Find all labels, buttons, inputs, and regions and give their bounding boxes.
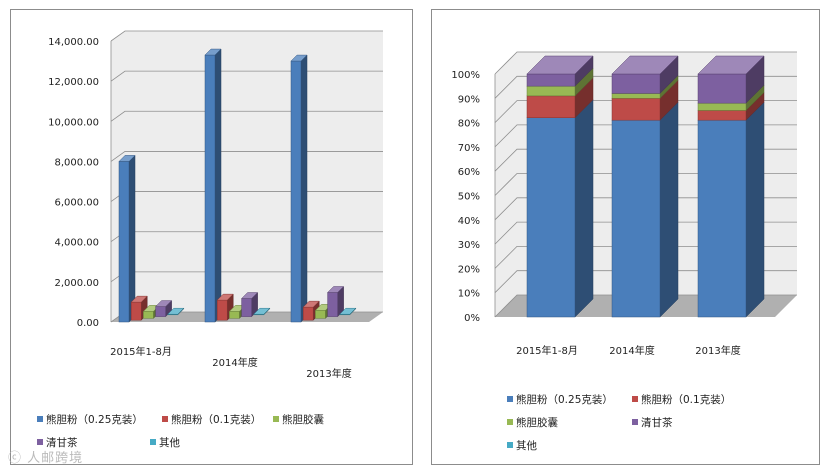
stacked-segment [697, 101, 765, 318]
y-tick-label: 70% [458, 143, 480, 154]
gridline [494, 51, 797, 75]
y-tick-label: 6,000.00 [54, 198, 99, 209]
y-tick-label: 90% [458, 94, 480, 105]
x-category-label: 2013年度 [306, 367, 351, 380]
stacked-segment [697, 55, 765, 104]
y-tick-label: 20% [458, 264, 480, 275]
y-tick-label: 60% [458, 167, 480, 178]
y-tick-label: 30% [458, 240, 480, 251]
bar [204, 48, 222, 323]
y-tick-label: 10% [458, 289, 480, 300]
legend-swatch [273, 416, 279, 422]
bar [253, 307, 271, 316]
legend-label: 熊胆粉（0.25克装） [516, 393, 613, 406]
y-tick-label: 4,000.00 [54, 238, 99, 249]
left-3d-bar-chart: 0.00 2,000.00 4,000.00 6,000.00 8,000.00 10,0… [37, 30, 383, 449]
legend-label: 熊胆粉（0.25克装） [46, 413, 143, 426]
legend-label: 清甘茶 [46, 436, 78, 449]
chart-back-wall [111, 31, 383, 322]
legend-label: 清甘茶 [641, 416, 673, 429]
gridline [110, 30, 383, 42]
bar [167, 307, 185, 316]
y-tick-label: 12,000.00 [48, 77, 99, 88]
legend-swatch [150, 439, 156, 445]
stacked-segment [526, 99, 594, 318]
legend-label: 熊胆胶囊 [282, 413, 324, 426]
legend-swatch [507, 419, 513, 425]
bar [118, 154, 136, 323]
stacked-segment [611, 55, 679, 95]
legend-swatch [507, 442, 513, 448]
legend-label: 其他 [516, 439, 537, 452]
legend-label: 熊胆粉（0.1克装） [171, 413, 261, 426]
legend-swatch [632, 419, 638, 425]
y-tick-label: 0.00 [77, 318, 99, 329]
x-category-label: 2015年1-8月 [516, 344, 578, 357]
legend-swatch [37, 439, 43, 445]
bar [339, 307, 357, 316]
stacked-segment [611, 101, 679, 318]
legend-swatch [507, 396, 513, 402]
right-stacked-percent-chart: 0% 10% 20% 30% 40% 50% 60% 70% 80% 90% 100% 2015年1-… [451, 51, 797, 452]
y-tick-label: 0% [464, 313, 480, 324]
y-tick-label: 10,000.00 [48, 117, 99, 128]
legend-swatch [37, 416, 43, 422]
y-tick-label: 100% [451, 70, 480, 81]
watermark-text: ⓒ 人邮跨境 [8, 451, 84, 466]
legend-label: 熊胆粉（0.1克装） [641, 393, 731, 406]
legend-swatch [162, 416, 168, 422]
y-tick-label: 80% [458, 119, 480, 130]
x-category-label: 2014年度 [609, 344, 654, 357]
bar [290, 54, 308, 323]
bar [240, 291, 259, 318]
legend-label: 熊胆胶囊 [516, 416, 558, 429]
y-tick-label: 50% [458, 192, 480, 203]
right-chart-panel: 0% 10% 20% 30% 40% 50% 60% 70% 80% 90% 100% 2015年1-… [431, 9, 820, 465]
bar [154, 299, 173, 318]
legend-label: 其他 [159, 436, 180, 449]
y-tick-label: 2,000.00 [54, 278, 99, 289]
left-chart-panel: 0.00 2,000.00 4,000.00 6,000.00 8,000.00 10,0… [10, 9, 413, 465]
x-category-label: 2015年1-8月 [110, 345, 172, 358]
x-category-label: 2014年度 [212, 356, 257, 369]
y-tick-label: 14,000.00 [48, 37, 99, 48]
y-tick-label: 8,000.00 [54, 157, 99, 168]
legend-swatch [632, 396, 638, 402]
y-tick-label: 40% [458, 216, 480, 227]
stacked-segment [526, 55, 594, 87]
bar [326, 285, 345, 318]
x-category-label: 2013年度 [695, 344, 740, 357]
